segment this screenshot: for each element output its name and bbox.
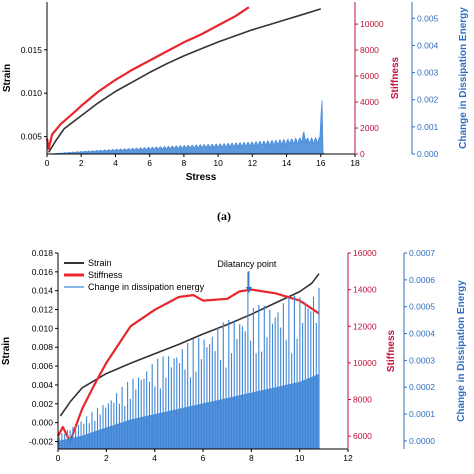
right1-tick-label: 12000 — [353, 321, 377, 331]
chart-a: 0 2 4 6 8 10 12 14 16 18 Stress 0.005 0.010 0.015 Stra… — [2, 2, 469, 183]
x-tick-label: 6 — [147, 158, 152, 168]
x-tick-label: 10 — [295, 453, 305, 463]
left-tick-label: 0.016 — [32, 267, 54, 277]
left-tick-label: 0.008 — [32, 342, 54, 352]
x-tick-label: 4 — [113, 158, 118, 168]
right2-tick-label: 0.0000 — [409, 436, 435, 446]
right2-tick-label: 0.0006 — [409, 275, 435, 285]
right2-tick-label: 0.0005 — [409, 302, 435, 312]
x-tick-label: 6 — [201, 453, 206, 463]
left-tick-label: 0.012 — [32, 305, 54, 315]
series-strain-line — [48, 8, 322, 153]
right2-tick-label: 0.0007 — [409, 248, 435, 258]
annotation-arrowhead — [245, 287, 252, 293]
right1-tick-label: 8000 — [360, 45, 379, 55]
right2-axis-label: Change in Dissipation Energy — [456, 280, 467, 422]
x-tick-label: 4 — [152, 453, 157, 463]
x-axis-label: Stress — [186, 172, 217, 183]
annotation-label: Dilatancy point — [217, 259, 277, 269]
chart-b: 0 2 4 6 8 10 12 -0.002 0.000 0.002 0.004 0.006 0.008… — [1, 248, 467, 463]
x-tick-label: 12 — [248, 158, 258, 168]
legend-label: Change in dissipation energy — [88, 282, 205, 292]
right2-tick-label: 0.005 — [417, 13, 439, 23]
right1-tick-label: 6000 — [360, 71, 379, 81]
x-tick-label: 0 — [56, 453, 61, 463]
x-tick-label: 2 — [104, 453, 109, 463]
right1-tick-label: 10000 — [353, 358, 377, 368]
x-tick-label: 2 — [79, 158, 84, 168]
right1-axis-label: Stiffness — [386, 329, 397, 372]
right1-tick-label: 10000 — [360, 19, 384, 29]
left-tick-label: -0.002 — [29, 436, 53, 446]
legend-label: Stiffness — [88, 270, 123, 280]
x-tick-label: 8 — [249, 453, 254, 463]
x-tick-label: 8 — [182, 158, 187, 168]
left-tick-label: 0.002 — [32, 399, 54, 409]
right2-tick-label: 0.0002 — [409, 382, 435, 392]
x-tick-label: 18 — [350, 158, 360, 168]
right1-tick-label: 14000 — [353, 285, 377, 295]
right1-tick-label: 2000 — [360, 123, 379, 133]
right2-tick-label: 0.004 — [417, 40, 439, 50]
x-tick-label: 14 — [282, 158, 292, 168]
left-tick-label: 0.015 — [21, 45, 43, 55]
right1-axis-label: Stiffness — [390, 56, 401, 99]
left-tick-label: 0.006 — [32, 361, 54, 371]
series-stiffness-line — [45, 6, 250, 150]
series-dissipation-area — [46, 99, 325, 155]
right2-axis-label: Change in Dissipation Energy — [458, 7, 469, 149]
right1-tick-label: 6000 — [353, 431, 372, 441]
legend-label: Strain — [88, 258, 112, 268]
right2-tick-label: 0.003 — [417, 68, 439, 78]
right2-tick-label: 0.0004 — [409, 329, 435, 339]
right2-tick-label: 0.0001 — [409, 409, 435, 419]
left-tick-label: 0.005 — [21, 132, 43, 142]
right1-tick-label: 16000 — [353, 248, 377, 258]
series-stiffness-line — [57, 288, 320, 443]
x-tick-label: 12 — [343, 453, 353, 463]
right1-tick-label: 8000 — [353, 395, 372, 405]
right2-tick-label: 0.0003 — [409, 355, 435, 365]
series-dissipation-base — [58, 373, 319, 449]
right1-tick-label: 4000 — [360, 97, 379, 107]
right2-tick-label: 0.001 — [417, 122, 439, 132]
panel-label: (a) — [217, 209, 231, 223]
x-tick-label: 16 — [316, 158, 326, 168]
x-tick-label: 10 — [213, 158, 223, 168]
right2-tick-label: 0.000 — [417, 149, 439, 159]
right1-tick-label: 0 — [360, 149, 365, 159]
left-tick-label: 0.000 — [32, 418, 54, 428]
left-tick-label: 0.014 — [32, 286, 54, 296]
left-tick-label: 0.010 — [21, 88, 43, 98]
right2-tick-label: 0.002 — [417, 95, 439, 105]
x-tick-label: 0 — [45, 158, 50, 168]
left-axis-label: Strain — [1, 337, 12, 365]
series-strain-line — [59, 273, 320, 417]
left-tick-label: 0.018 — [32, 248, 54, 258]
left-axis-label: Strain — [2, 64, 13, 92]
left-tick-label: 0.004 — [32, 380, 54, 390]
left-tick-label: 0.010 — [32, 323, 54, 333]
